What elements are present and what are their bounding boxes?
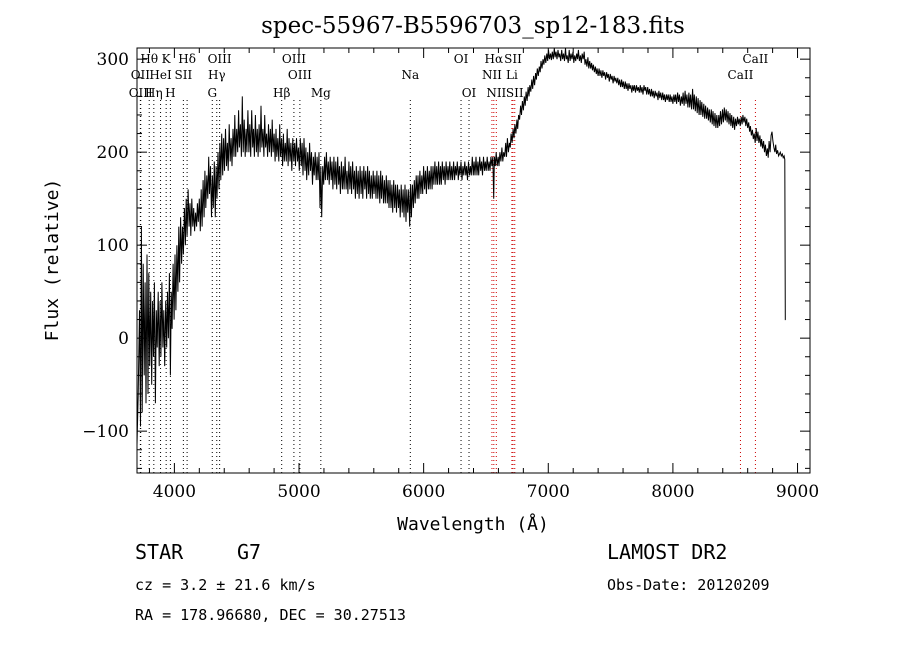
marker-label-0: Hθ [140,52,158,66]
marker-label-18: OIII [129,86,153,100]
object-subclass: G7 [237,540,262,564]
marker-label-14: Na [401,68,419,82]
y-tick-label-100: 100 [97,236,129,256]
y-axis-label: Flux (relative) [42,179,63,342]
survey-name: LAMOST DR2 [607,540,728,564]
x-tick-label-9000: 9000 [776,482,819,502]
marker-label-7: SII [504,52,522,66]
coordinates-readout: RA = 178.96680, DEC = 30.27513 [135,606,406,624]
x-axis: 4000 5000 6000 7000 8000 9000 [148,48,819,502]
spectrum-line [136,47,786,446]
x-tick-label-6000: 6000 [402,482,445,502]
marker-label-12: Hγ [208,68,226,82]
marker-label-6: Hα [485,52,504,66]
marker-label-2: Hδ [178,52,196,66]
x-axis-label: Wavelength (Å) [397,513,549,535]
x-tick-label-8000: 8000 [651,482,694,502]
marker-label-25: NII [486,86,506,100]
marker-label-15: NII [482,68,502,82]
marker-label-26: SII [506,86,524,100]
obs-date: Obs-Date: 20120209 [607,576,770,594]
object-class: STAR [135,540,184,564]
marker-label-24: OI [462,86,477,100]
y-axis: −100 0 100 200 300 [82,50,810,469]
x-tick-label-7000: 7000 [527,482,570,502]
redshift-readout: cz = 3.2 ± 21.6 km/s [135,576,316,594]
chart-title: spec-55967-B5596703_sp12-183.fits [261,13,685,39]
y-tick-label-0: 0 [118,329,129,349]
marker-label-22: Hβ [273,86,290,100]
marker-label-3: OIII [208,52,232,66]
y-tick-label-300: 300 [97,50,129,70]
marker-label-5: OI [454,52,469,66]
x-tick-label-5000: 5000 [277,482,320,502]
x-tick-label-4000: 4000 [153,482,196,502]
marker-label-10: HeI [149,68,172,82]
marker-label-4: OIII [282,52,306,66]
y-tick-label--100: −100 [82,422,129,442]
marker-label-17: CaII [728,68,754,82]
marker-label-21: G [207,86,217,100]
marker-label-23: Mg [311,86,331,100]
marker-label-11: SII [175,68,193,82]
marker-label-13: OIII [288,68,312,82]
marker-label-16: Li [506,68,518,82]
marker-label-19: Hη [145,86,163,100]
marker-label-8: CaII [742,52,768,66]
y-tick-label-200: 200 [97,143,129,163]
marker-label-20: H [165,86,175,100]
marker-label-1: K [162,52,172,66]
marker-label-9: OII [131,68,151,82]
